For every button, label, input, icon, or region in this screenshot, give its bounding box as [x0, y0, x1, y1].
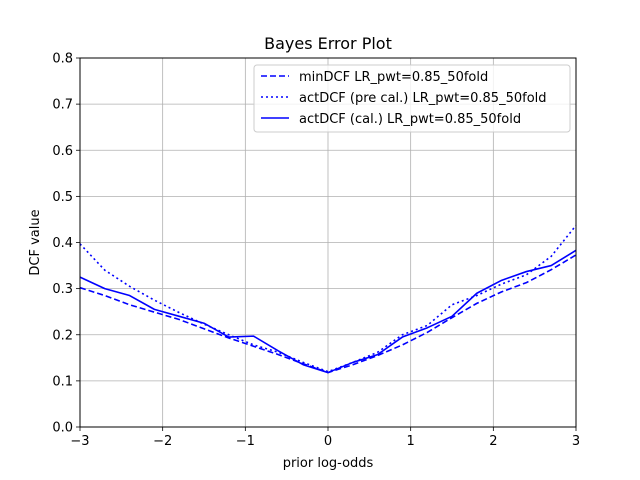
y-tick-label: 0.1: [52, 374, 73, 389]
x-axis-label: prior log-odds: [283, 456, 374, 471]
x-tick-label: 0: [324, 434, 332, 449]
y-tick-label: 0.0: [52, 421, 73, 436]
legend-items: minDCF LR_pwt=0.85_50fold actDCF (pre cal…: [261, 70, 547, 127]
y-tick-label: 0.4: [52, 236, 73, 251]
legend-label-1: minDCF LR_pwt=0.85_50fold: [299, 70, 488, 85]
y-tick-label: 0.7: [52, 98, 73, 113]
y-tick-label: 0.3: [52, 282, 73, 297]
y-tick-label: 0.8: [52, 52, 73, 67]
axis-ticks: −3 −2 −1 0 1 2 3 0.0 0.1 0.2 0.3 0.4 0.5 0.6 0.7 0.8: [52, 52, 580, 450]
x-tick-label: 3: [572, 434, 580, 449]
chart-title: Bayes Error Plot: [264, 34, 392, 53]
x-tick-label: −3: [70, 434, 89, 449]
legend-label-3: actDCF (cal.) LR_pwt=0.85_50fold: [299, 112, 521, 127]
legend-box: [253, 64, 571, 133]
x-tick-label: 1: [407, 434, 415, 449]
x-tick-label: −1: [236, 434, 255, 449]
legend: minDCF LR_pwt=0.85_50fold actDCF (pre cal…: [253, 64, 571, 133]
legend-label-2: actDCF (pre cal.) LR_pwt=0.85_50fold: [299, 91, 547, 106]
y-tick-label: 0.5: [52, 190, 73, 205]
y-tick-label: 0.6: [52, 144, 73, 159]
x-tick-label: 2: [489, 434, 497, 449]
x-tick-label: −2: [153, 434, 172, 449]
y-tick-label: 0.2: [52, 328, 73, 343]
series-line-3: [79, 249, 577, 374]
y-axis-label: DCF value: [28, 209, 43, 275]
series-lines: [79, 224, 577, 374]
